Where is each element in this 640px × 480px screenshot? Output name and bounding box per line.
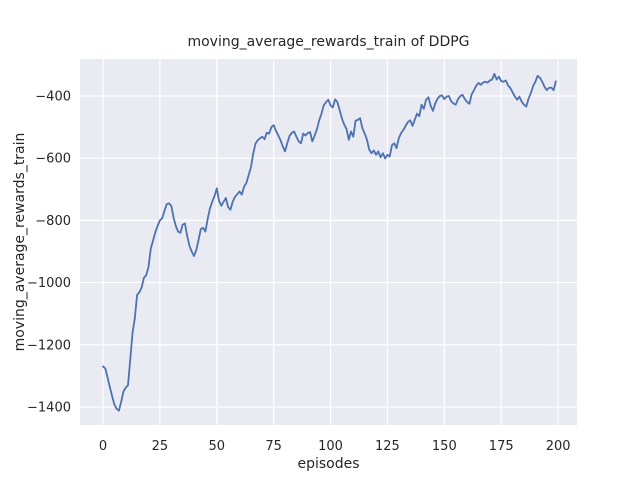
x-tick-label: 100 xyxy=(318,439,343,454)
y-tick-label: −800 xyxy=(35,214,71,229)
plot-background xyxy=(80,59,577,425)
chart-title: moving_average_rewards_train of DDPG xyxy=(187,34,470,50)
x-tick-label: 50 xyxy=(208,439,225,454)
x-tick-label: 75 xyxy=(265,439,282,454)
x-tick-label: 200 xyxy=(546,439,571,454)
y-tick-label: −1000 xyxy=(27,276,71,291)
y-tick-label: −1400 xyxy=(27,400,71,415)
x-tick-label: 125 xyxy=(375,439,400,454)
y-tick-label: −1200 xyxy=(27,338,71,353)
y-tick-label: −600 xyxy=(35,152,71,167)
x-tick-label: 175 xyxy=(489,439,514,454)
x-tick-label: 0 xyxy=(99,439,107,454)
y-axis-label: moving_average_rewards_train xyxy=(12,132,28,352)
x-axis-label: episodes xyxy=(297,456,360,472)
x-tick-label: 150 xyxy=(432,439,457,454)
data-line xyxy=(102,73,557,412)
y-tick-label: −400 xyxy=(35,90,71,105)
x-tick-label: 25 xyxy=(152,439,169,454)
